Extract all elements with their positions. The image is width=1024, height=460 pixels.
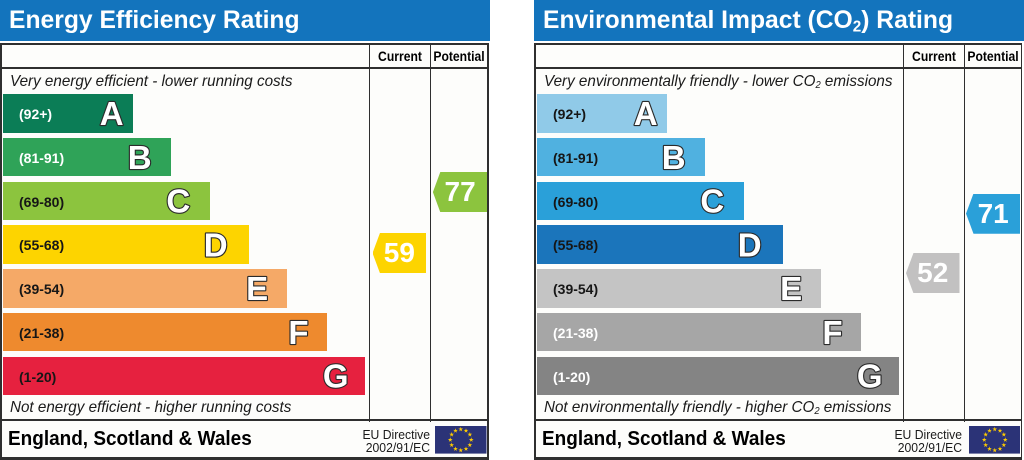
svg-text:E: E [246,270,268,307]
svg-text:B: B [662,139,686,176]
svg-text:A: A [634,95,658,132]
svg-text:G: G [323,358,349,395]
svg-text:D: D [738,226,762,263]
svg-text:A: A [100,95,124,132]
svg-text:E: E [780,270,802,307]
svg-text:D: D [204,226,228,263]
svg-text:C: C [700,183,724,220]
svg-text:C: C [166,183,190,220]
svg-text:F: F [288,314,308,351]
svg-text:B: B [128,139,152,176]
svg-text:F: F [822,314,842,351]
svg-text:G: G [857,358,883,395]
